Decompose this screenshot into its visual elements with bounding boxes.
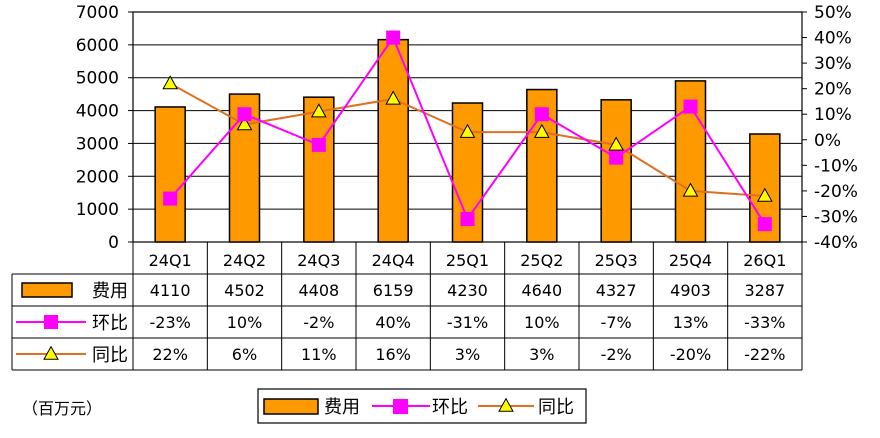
table-row-label: 同比: [92, 345, 128, 366]
table-cell: -23%: [149, 313, 190, 332]
x-tick-label: 26Q1: [743, 251, 786, 270]
legend-label: 环比: [432, 397, 468, 418]
table-cell: -2%: [303, 313, 334, 332]
bar: [377, 38, 409, 243]
legend-label: 同比: [538, 397, 574, 418]
y-right-tick-label: -40%: [814, 233, 858, 253]
marker-mom: [460, 212, 475, 226]
bar: [303, 96, 335, 243]
y-right-tick-label: -30%: [814, 207, 858, 227]
table-cell: -22%: [744, 345, 785, 364]
table-cell: 4640: [521, 281, 562, 300]
table-cell: 4502: [224, 281, 265, 300]
table-cell: 3287: [744, 281, 785, 300]
x-tick-label: 25Q3: [595, 251, 638, 270]
legend-key-bar: [263, 398, 319, 415]
y-left-tick-label: 3000: [76, 134, 119, 154]
marker-yoy: [310, 103, 327, 118]
y-right-tick-label: 10%: [814, 105, 852, 125]
y-right-tick-label: -20%: [814, 182, 858, 202]
table-cell: 40%: [375, 313, 411, 332]
table-cell: -2%: [601, 345, 632, 364]
unit-note: （百万元）: [22, 399, 102, 418]
y-left-tick-label: 7000: [76, 3, 119, 23]
bar: [154, 106, 186, 243]
y-left-tick-label: 1000: [76, 200, 119, 220]
marker-yoy: [459, 123, 476, 138]
table-row-label: 费用: [92, 281, 128, 302]
x-tick-label: 24Q1: [149, 251, 192, 270]
y-right-tick-label: 40%: [814, 29, 852, 49]
y-right-tick-label: 20%: [814, 80, 852, 100]
table-cell: 16%: [375, 345, 411, 364]
y-left-tick-label: 0: [108, 233, 119, 253]
legend-key-mom-marker: [393, 399, 408, 414]
marker-mom: [237, 107, 252, 122]
marker-yoy: [756, 187, 773, 202]
table-cell: -7%: [601, 313, 632, 332]
marker-mom: [534, 107, 549, 122]
table-cell: -31%: [447, 313, 488, 332]
marker-yoy: [608, 136, 625, 151]
table-cell: 6159: [373, 281, 414, 300]
table-key-bar: [21, 282, 73, 298]
table-cell: 3%: [455, 345, 480, 364]
marker-yoy: [682, 182, 699, 197]
table-cell: -20%: [670, 345, 711, 364]
x-tick-label: 24Q2: [223, 251, 266, 270]
marker-mom: [163, 191, 178, 206]
table-cell: 3%: [529, 345, 554, 364]
table-cell: 10%: [227, 313, 263, 332]
legend-key-yoy-marker: [498, 397, 514, 412]
x-tick-label: 25Q2: [520, 251, 563, 270]
table-key-mom-marker: [44, 315, 58, 329]
marker-mom: [311, 137, 326, 152]
table-cell: 11%: [301, 345, 337, 364]
y-right-tick-label: 0%: [814, 131, 841, 151]
y-left-tick-label: 5000: [76, 69, 119, 89]
y-right-tick-label: 30%: [814, 54, 852, 74]
bar: [600, 99, 632, 243]
y-left-tick-label: 6000: [76, 36, 119, 56]
table-cell: 4408: [298, 281, 339, 300]
marker-yoy: [236, 116, 253, 131]
marker-yoy: [162, 75, 179, 90]
x-tick-label: 25Q4: [669, 251, 712, 270]
x-tick-label: 25Q1: [446, 251, 489, 270]
table-cell: 22%: [152, 345, 188, 364]
table-cell: -33%: [744, 313, 785, 332]
y-left-tick-label: 4000: [76, 102, 119, 122]
table-cell: 10%: [524, 313, 560, 332]
marker-mom: [683, 99, 698, 114]
x-tick-label: 24Q4: [372, 251, 415, 270]
table-cell: 13%: [673, 313, 709, 332]
marker-yoy: [385, 90, 402, 105]
table-cell: 6%: [232, 345, 257, 364]
marker-mom: [386, 30, 401, 45]
x-tick-label: 24Q3: [297, 251, 340, 270]
legend-label: 费用: [324, 397, 360, 418]
y-right-tick-label: -10%: [814, 156, 858, 176]
marker-yoy: [533, 123, 550, 138]
marker-mom: [609, 150, 624, 165]
table-cell: 4230: [447, 281, 488, 300]
table-cell: 4327: [596, 281, 637, 300]
marker-mom: [757, 217, 772, 232]
table-key-yoy-marker: [43, 345, 59, 360]
table-row-label: 环比: [92, 313, 128, 334]
table-cell: 4110: [150, 281, 191, 300]
y-left-tick-label: 2000: [76, 167, 119, 187]
y-right-tick-label: 50%: [814, 3, 852, 23]
table-cell: 4903: [670, 281, 711, 300]
